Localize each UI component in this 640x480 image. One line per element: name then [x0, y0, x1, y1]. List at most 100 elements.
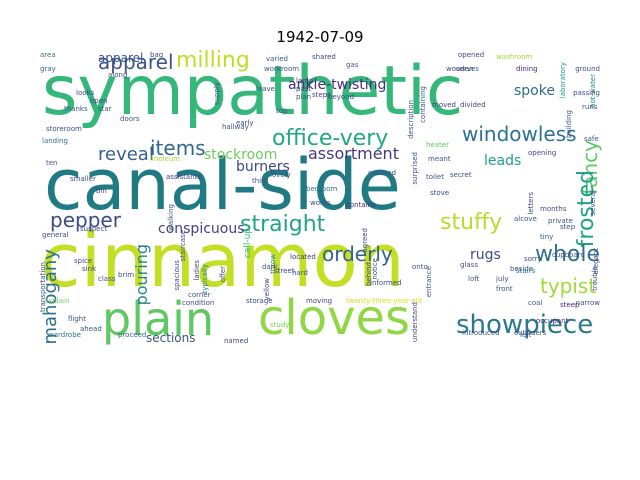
cloud-word: notice [371, 258, 379, 280]
cloud-word: months [540, 205, 567, 213]
cloud-word: varied [266, 55, 289, 63]
cloud-word: understand [411, 302, 419, 343]
cloud-word: linoleum [150, 155, 181, 163]
cloud-word: street [274, 267, 295, 275]
cloud-word: sympathetic [42, 52, 464, 131]
cloud-word: top [276, 107, 288, 115]
cloud-word: smaller [70, 175, 96, 183]
cloud-word: ten [46, 159, 58, 167]
cloud-word: office-very [272, 126, 389, 151]
cloud-word: canal-side [44, 144, 401, 226]
cloud-word: lamp [296, 77, 314, 85]
cloud-word: behind [365, 262, 373, 287]
cloud-word: stuffy [440, 210, 503, 235]
cloud-word: toilet [426, 173, 444, 181]
cloud-title: 1942-07-09 [276, 28, 364, 46]
cloud-word: class [98, 275, 116, 283]
cloud-word: corner [188, 291, 211, 299]
cloud-word: hard [292, 269, 308, 277]
cloud-word: items [150, 136, 206, 160]
cloud-word: spacious [173, 260, 181, 291]
cloud-word: ladies [193, 260, 201, 281]
cloud-word: sections [146, 331, 196, 345]
cloud-word: plain [102, 292, 215, 346]
cloud-word: storage [246, 297, 273, 305]
cloud-word: loft [468, 275, 480, 283]
cloud-word: along [108, 71, 128, 79]
cloud-word: suspect [80, 225, 108, 233]
cloud-word: dining [516, 65, 538, 73]
cloud-word: glass [460, 261, 478, 269]
cloud-word: meant [428, 155, 451, 163]
cloud-word: laboratory [559, 62, 567, 99]
cloud-word: yellow [263, 278, 271, 301]
cloud-word: moving [306, 297, 333, 305]
cloud-word: narrow [575, 299, 600, 307]
cloud-word: typically [201, 264, 209, 294]
cloud-word: area [40, 51, 56, 59]
cloud-word: private [548, 217, 573, 225]
cloud-word: stove [430, 189, 450, 197]
cloud-word: secret [450, 171, 472, 179]
cloud-word: storeroom [46, 125, 82, 133]
cloud-word: located [290, 253, 316, 261]
cloud-word: cinnamon [40, 218, 405, 304]
cloud-word: burners [236, 159, 290, 175]
cloud-word: lovely [270, 171, 291, 179]
cloud-word: onto [412, 263, 428, 271]
cloud-word: workroom [264, 65, 300, 73]
cloud-word: gray [40, 65, 56, 73]
cloud-word: gas [346, 61, 359, 69]
cloud-word: looks [76, 89, 95, 97]
cloud-word: ground [575, 65, 600, 73]
cloud-word: doors [120, 115, 140, 123]
cloud-word: cloves [258, 290, 411, 346]
cloud-word: rugs [470, 247, 501, 263]
cloud-word: hallway [222, 123, 249, 131]
cloud-word: informed [370, 279, 402, 287]
cloud-word: study [270, 321, 290, 329]
cloud-word: sorry [524, 255, 542, 263]
cloud-word: typist [540, 274, 597, 298]
cloud-word: steep [560, 301, 580, 309]
cloud-word: stairs [516, 267, 536, 275]
cloud-word: trouble [591, 266, 599, 291]
cloud-word: covered [368, 169, 397, 177]
cloud-word: dark [262, 263, 278, 271]
cloud-word: safe [584, 135, 599, 143]
cloud-word: outsiders [514, 329, 547, 337]
cloud-word: spice [74, 257, 93, 265]
cloud-word: surprised [411, 152, 419, 185]
cloud-word: several [589, 190, 597, 216]
cloud-word: assortment [308, 144, 399, 163]
cloud-word: serves [456, 65, 479, 73]
cloud-word: conspicuous [158, 221, 245, 237]
cloud-word: twenty-three-year-old [346, 297, 422, 305]
cloud-word: sink [82, 265, 97, 273]
cloud-word: containing [419, 86, 427, 123]
cloud-word: alcove [514, 215, 537, 223]
cloud-word: washroom [496, 53, 533, 61]
cloud-word: bag [150, 51, 164, 59]
cloud-word: moved [432, 101, 456, 109]
cloud-word: front [496, 285, 513, 293]
cloud-word: spoke [514, 83, 555, 99]
cloud-word: wooden [446, 65, 474, 73]
cloud-word: open [90, 97, 108, 105]
cloud-word: whole [534, 242, 600, 267]
cloud-word: tiny [540, 233, 554, 241]
cloud-word: thanks [64, 105, 88, 113]
cloud-word: windowless [462, 122, 577, 146]
cloud-word: pepper [50, 208, 121, 232]
cloud-word: bin [96, 187, 107, 195]
cloud-word: orderly [322, 242, 393, 266]
cloud-word: opened [458, 51, 485, 59]
cloud-word: july [496, 275, 509, 283]
cloud-word: pouring [132, 244, 151, 306]
cloud-word: assistants [166, 173, 202, 181]
cloud-word: ankle-twisting [288, 77, 387, 93]
cloud-word: stockroom [204, 147, 278, 163]
cloud-word: beyond [328, 93, 355, 101]
cloud-word: third [252, 177, 269, 185]
